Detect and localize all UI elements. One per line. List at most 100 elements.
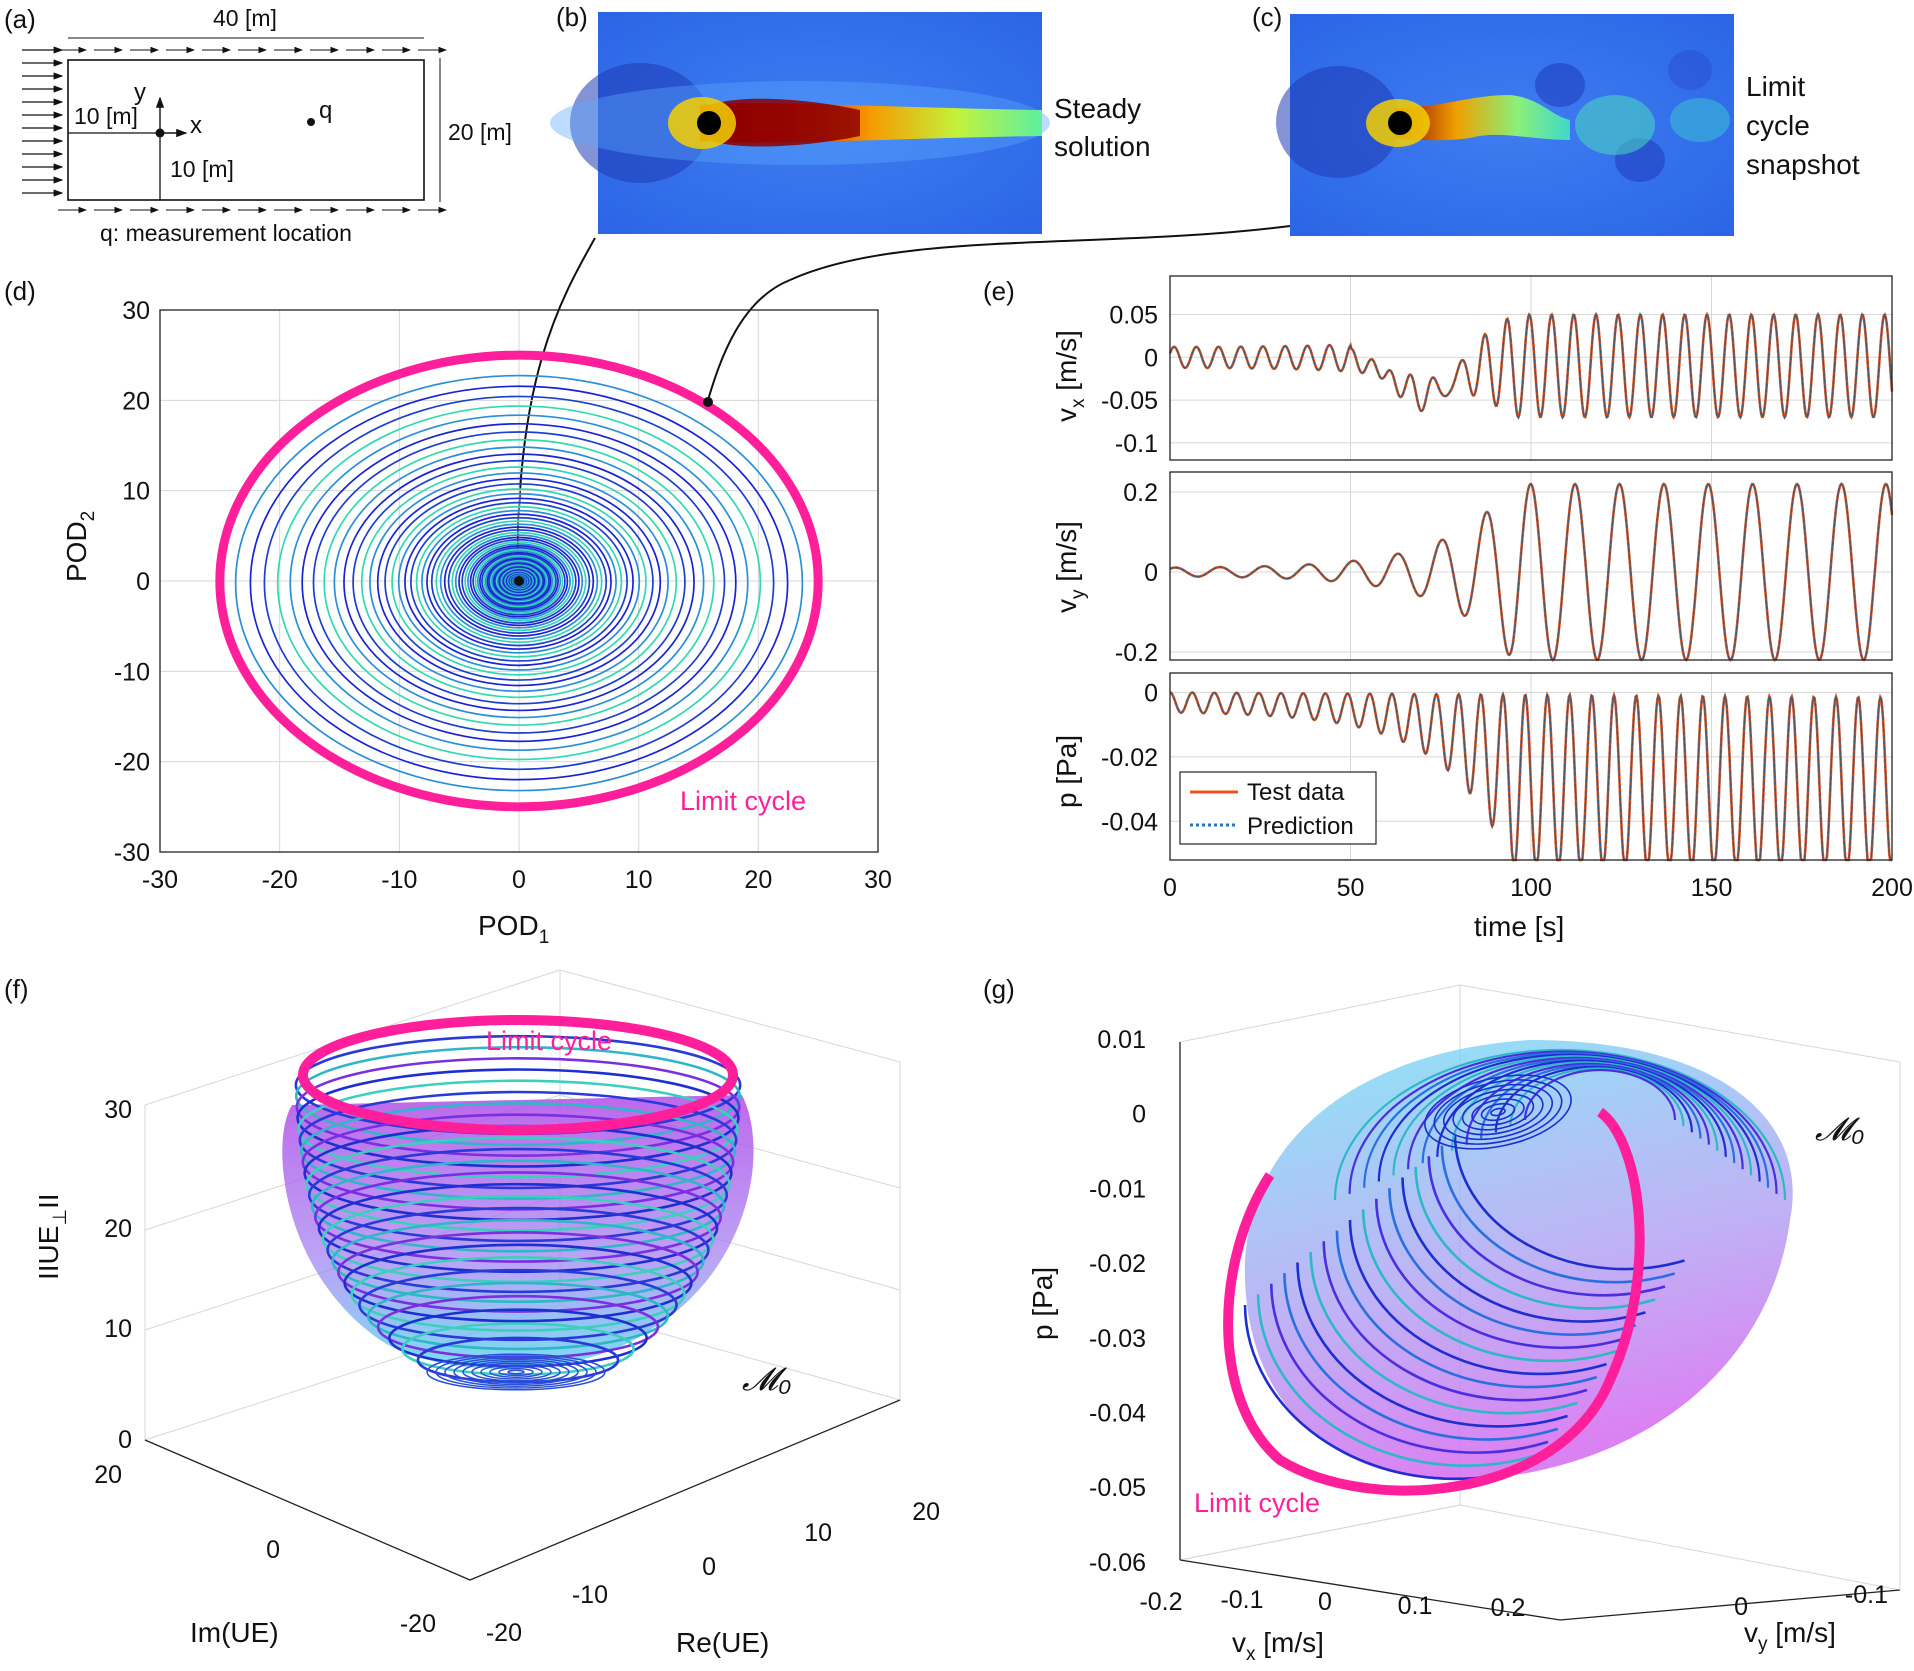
d-orbit <box>369 472 669 693</box>
measurement-point <box>307 118 315 126</box>
d-orbit <box>415 505 623 658</box>
g-spiral-ring <box>1480 1102 1516 1122</box>
f-ztick: 20 <box>104 1215 132 1243</box>
e-xtick: 50 <box>1337 874 1365 902</box>
e-subplot: 0 -0.02 -0.04 <box>1101 672 1893 862</box>
snapshot-wake <box>1395 95 1570 141</box>
e-axes-frame <box>1169 275 1893 461</box>
vortex-4 <box>1575 95 1655 155</box>
e-legend-pred-label: Prediction <box>1247 813 1354 840</box>
inflow-arrows <box>22 46 64 197</box>
panel-g-label: (g) <box>983 974 1015 1004</box>
d-orbit <box>360 466 678 699</box>
d-ytick: -10 <box>114 658 150 686</box>
snapshot-caption-3: snapshot <box>1746 149 1860 180</box>
d-orbit <box>461 538 577 624</box>
g-curve-lower <box>1309 1251 1578 1415</box>
g-spiral-ring <box>1490 1107 1506 1117</box>
d-orbit <box>486 557 552 606</box>
d-orbit <box>410 501 628 662</box>
d-orbit <box>495 563 543 599</box>
f-xlabel: Re(UE) <box>676 1627 769 1658</box>
e-series-prediction-shade <box>1169 691 1892 861</box>
f-ring-bottom <box>507 1369 525 1375</box>
vortex-3 <box>1668 50 1712 90</box>
f-manifold-label: 𝓜₀ <box>742 1361 791 1397</box>
g-spiral-ring <box>1452 1088 1544 1136</box>
measurement-caption: q: measurement location <box>100 220 352 246</box>
e-xtick: 200 <box>1871 874 1913 902</box>
g-curve-upper <box>1436 1060 1727 1157</box>
f-zlabel: IIUE⊥II <box>33 1193 71 1280</box>
panel-g: (g) Limit cycle 𝓜₀ 0.01 0 -0.01 -0.02 -0.03 -… <box>983 974 1901 1665</box>
d-snapshot-point <box>703 397 713 407</box>
d-orbit <box>333 446 705 719</box>
f-ring <box>401 1322 635 1376</box>
d-orbit <box>276 405 762 761</box>
d-orbit <box>447 529 591 634</box>
d-orbit <box>467 543 571 620</box>
g-ztick: 0.01 <box>1097 1026 1146 1054</box>
steady-wake-core <box>700 98 860 147</box>
e-ytick: 0.05 <box>1109 302 1158 330</box>
d-limit-cycle-label: Limit cycle <box>680 786 806 816</box>
f-ring <box>313 1171 723 1263</box>
g-curve-lower <box>1401 1177 1646 1323</box>
f-ring-bottom <box>498 1367 534 1377</box>
g-curve-lower <box>1322 1241 1588 1402</box>
g-curve-lower <box>1388 1188 1637 1336</box>
d-ytick: 30 <box>122 297 150 325</box>
f-tick-labels: 0 10 20 30 20 0 -20 -20 -10 0 10 20 <box>94 1096 940 1647</box>
f-ring-bottom <box>462 1360 570 1384</box>
e-series-prediction-shade <box>1169 313 1893 419</box>
d-orbit <box>391 488 647 676</box>
f-ring <box>295 1057 741 1157</box>
d-orbit <box>484 556 554 607</box>
domain-box <box>67 59 425 201</box>
f-ring <box>317 1182 719 1274</box>
g-ztick: -0.02 <box>1089 1250 1146 1278</box>
snapshot-caption-1: Limit <box>1746 71 1805 102</box>
f-ring <box>343 1243 693 1323</box>
f-ring <box>307 1147 729 1243</box>
f-ring <box>350 1256 686 1332</box>
g-spiral-ring <box>1442 1083 1554 1141</box>
g-limit-cycle <box>1223 1107 1645 1496</box>
cylinder-c <box>1388 111 1412 135</box>
d-orbit <box>426 513 612 650</box>
d-ylabel: POD2 <box>61 511 99 582</box>
d-orbit <box>289 414 749 752</box>
d-xlabel: POD1 <box>478 910 549 948</box>
d-xtick: 10 <box>625 866 653 894</box>
f-limit-cycle <box>298 1015 738 1135</box>
g-manifold-label: 𝓜₀ <box>1815 1111 1864 1147</box>
g-curve-upper <box>1523 1068 1677 1121</box>
panel-f: (f) Limit cycle 𝓜₀ 0 10 20 30 20 0 -20 -20 -10 0 1… <box>4 969 940 1658</box>
d-orbit <box>469 545 569 618</box>
steady-caption-2: solution <box>1054 131 1151 162</box>
g-curve-lower <box>1269 1283 1549 1454</box>
d-orbit <box>376 477 662 687</box>
g-curve-lower <box>1283 1273 1559 1441</box>
g-curve-lower <box>1348 1219 1607 1376</box>
d-ytick: 0 <box>136 568 150 596</box>
f-xtick: 0 <box>702 1553 716 1581</box>
steady-shadow <box>570 63 710 183</box>
f-ytick: -20 <box>400 1610 436 1638</box>
f-ztick: 10 <box>104 1315 132 1343</box>
d-xtick: 20 <box>744 866 772 894</box>
d-orbit <box>488 558 550 604</box>
g-curve-lower <box>1414 1166 1656 1310</box>
g-ytick: 0 <box>1734 1593 1748 1621</box>
point-q-label: q <box>319 97 332 124</box>
e-ytick: -0.05 <box>1101 387 1158 415</box>
g-curve-lower <box>1440 1145 1676 1284</box>
f-ring <box>305 1136 731 1232</box>
d-orbit <box>492 561 546 601</box>
d-orbit <box>481 553 557 610</box>
g-ztick: 0 <box>1132 1101 1146 1129</box>
offset-x-label: 10 [m] <box>74 103 138 129</box>
g-xtick: -0.1 <box>1220 1586 1263 1614</box>
g-spiral-ring <box>1471 1098 1525 1126</box>
